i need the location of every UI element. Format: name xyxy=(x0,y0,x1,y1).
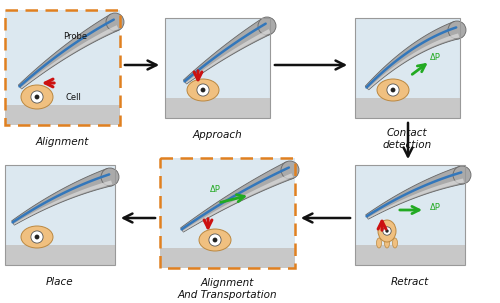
Polygon shape xyxy=(366,22,460,90)
Text: Approach: Approach xyxy=(192,130,242,140)
Ellipse shape xyxy=(378,220,396,242)
Ellipse shape xyxy=(281,161,299,179)
Bar xyxy=(355,245,465,265)
Bar xyxy=(160,158,295,268)
Text: ΔP: ΔP xyxy=(430,54,440,62)
Polygon shape xyxy=(18,14,119,89)
Circle shape xyxy=(209,234,221,246)
Bar xyxy=(160,158,295,268)
Polygon shape xyxy=(368,178,464,219)
Text: Probe: Probe xyxy=(63,32,87,41)
Polygon shape xyxy=(20,25,118,88)
Circle shape xyxy=(383,227,391,235)
Bar xyxy=(355,165,465,265)
Text: ΔP: ΔP xyxy=(430,204,440,212)
Text: ΔP: ΔP xyxy=(210,185,220,195)
Ellipse shape xyxy=(101,168,119,186)
Circle shape xyxy=(390,88,396,92)
Polygon shape xyxy=(366,166,464,219)
Bar xyxy=(355,98,460,118)
Ellipse shape xyxy=(21,226,53,248)
Circle shape xyxy=(34,95,40,99)
Ellipse shape xyxy=(448,21,466,39)
Ellipse shape xyxy=(376,238,382,248)
Ellipse shape xyxy=(187,79,219,101)
Circle shape xyxy=(31,91,43,103)
Bar xyxy=(355,18,460,118)
Polygon shape xyxy=(182,173,293,232)
Ellipse shape xyxy=(377,79,409,101)
Bar xyxy=(5,245,115,265)
Text: Retract: Retract xyxy=(391,277,429,287)
Ellipse shape xyxy=(199,229,231,251)
Ellipse shape xyxy=(258,17,276,35)
Bar xyxy=(5,105,120,125)
Ellipse shape xyxy=(21,85,53,109)
Polygon shape xyxy=(368,33,460,89)
Bar xyxy=(165,18,270,118)
Text: Cell: Cell xyxy=(65,93,81,102)
Bar xyxy=(5,165,115,265)
Text: Alignment
And Transportation: Alignment And Transportation xyxy=(177,278,277,300)
Bar xyxy=(5,10,120,125)
Bar xyxy=(165,98,270,118)
Ellipse shape xyxy=(392,238,398,248)
Polygon shape xyxy=(184,18,272,84)
Circle shape xyxy=(386,229,388,233)
Text: Place: Place xyxy=(46,277,74,287)
Circle shape xyxy=(212,238,218,242)
Circle shape xyxy=(387,84,399,96)
Polygon shape xyxy=(14,180,112,225)
Ellipse shape xyxy=(384,238,390,248)
Bar xyxy=(355,165,465,265)
Polygon shape xyxy=(186,29,271,84)
Text: Alignment: Alignment xyxy=(36,137,88,147)
Text: Contact
detection: Contact detection xyxy=(382,128,432,150)
Bar xyxy=(5,165,115,265)
Circle shape xyxy=(34,235,40,239)
Circle shape xyxy=(31,231,43,243)
Bar xyxy=(165,18,270,118)
Circle shape xyxy=(200,88,205,92)
Bar xyxy=(5,10,120,125)
Polygon shape xyxy=(180,162,294,232)
Ellipse shape xyxy=(106,13,124,31)
Polygon shape xyxy=(12,168,112,225)
Bar xyxy=(355,18,460,118)
Bar xyxy=(160,248,295,268)
Circle shape xyxy=(197,84,209,96)
Ellipse shape xyxy=(453,166,471,184)
